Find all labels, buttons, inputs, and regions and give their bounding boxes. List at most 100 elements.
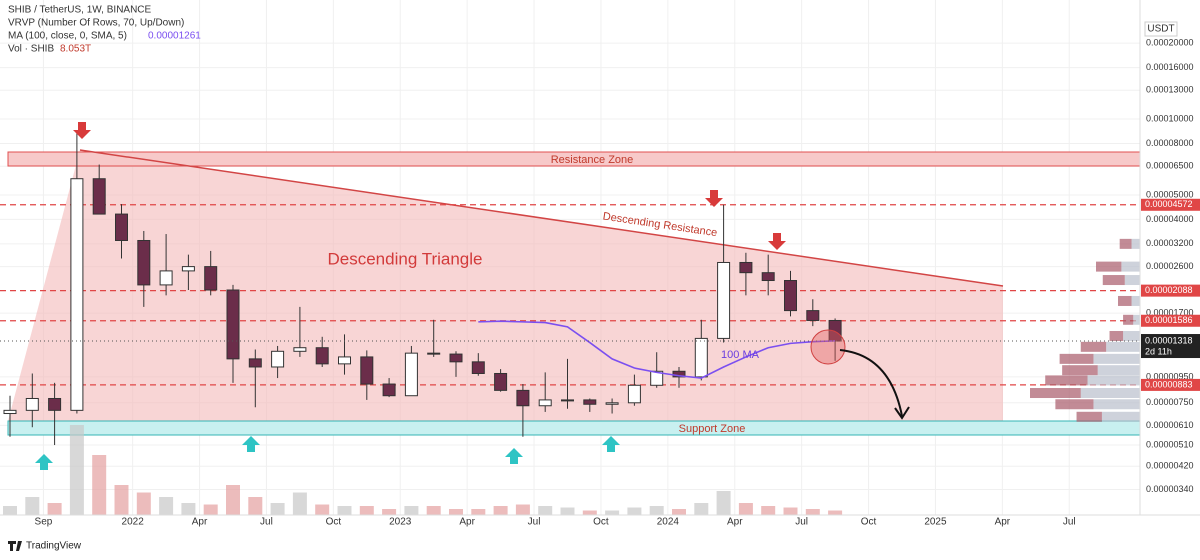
resistance-zone-label: Resistance Zone <box>551 154 634 166</box>
support-zone <box>7 420 1141 436</box>
volume-bar <box>292 492 307 515</box>
x-tick-label: Oct <box>326 517 342 528</box>
candle-body <box>248 358 262 368</box>
y-tick-label: 0.00003200 <box>1146 238 1194 248</box>
axis: 0.00020000 0.00016000 0.00013000 0.00010000… <box>35 37 1200 528</box>
support-zone-label: Support Zone <box>679 423 746 435</box>
volume-bar <box>25 497 40 515</box>
candle-body <box>627 384 641 404</box>
y-tick-label: 0.00000610 <box>1146 420 1194 430</box>
profile-down <box>1119 238 1132 249</box>
x-tick-label: Apr <box>192 517 208 528</box>
volume-bar <box>270 503 285 515</box>
ma-line <box>478 320 836 379</box>
candle-body <box>427 352 441 355</box>
profile-up <box>1123 330 1140 341</box>
candle-body <box>70 178 84 411</box>
currency-box <box>1144 21 1178 37</box>
level-tag <box>1141 198 1200 211</box>
profile-up <box>1131 295 1140 306</box>
ma-legend: MA (100, close, 0, SMA, 5) <box>8 31 127 42</box>
candle-body <box>25 397 39 411</box>
footer <box>0 535 1200 555</box>
x-tick-label: Jul <box>1063 517 1076 528</box>
profile-down <box>1076 411 1102 422</box>
candle-body <box>516 389 530 407</box>
volume-bar <box>783 507 798 515</box>
down-arrow <box>73 122 91 139</box>
volume-bar <box>69 425 84 515</box>
volume-bar <box>761 506 776 515</box>
profile-down <box>1030 388 1081 399</box>
volume-bar <box>181 503 196 515</box>
level-label: 0.00002088 <box>1145 285 1193 295</box>
candle-body <box>293 347 307 352</box>
x-tick-label: 2024 <box>657 517 680 528</box>
candle-body <box>271 350 285 368</box>
volume-bar <box>203 504 218 515</box>
brand-logo <box>8 541 22 551</box>
profile-down <box>1062 365 1098 376</box>
y-tick-label: 0.00006500 <box>1146 161 1194 171</box>
profile-up <box>1093 399 1140 410</box>
candle-body <box>784 280 797 312</box>
countdown: 2d 11h <box>1145 346 1172 356</box>
down-arrows <box>73 122 786 250</box>
volume-bar <box>738 503 753 515</box>
volume-bar <box>404 506 419 515</box>
plot <box>0 133 1140 515</box>
down-arrow <box>705 190 723 207</box>
highlight-circle <box>810 329 846 365</box>
up-arrow <box>505 448 523 464</box>
volume-bar <box>538 506 553 515</box>
volume-bar <box>828 510 843 515</box>
profile-down <box>1109 330 1124 341</box>
vol-legend: Vol · SHIB <box>8 44 54 55</box>
x-tick-label: 2022 <box>122 517 145 528</box>
volume-bar <box>114 485 129 515</box>
candle-body <box>494 372 508 391</box>
candle-body <box>761 272 775 282</box>
profile-up <box>1121 261 1140 272</box>
x-tick-label: Jul <box>795 517 808 528</box>
candle-body <box>538 399 552 407</box>
y-tick-label: 0.00000750 <box>1146 397 1194 407</box>
candle-body <box>137 239 151 286</box>
volume-bar <box>136 492 151 515</box>
x-tick-label: 2025 <box>924 517 947 528</box>
x-tick-label: Sep <box>35 517 53 528</box>
profile-down <box>1123 314 1134 325</box>
y-tick-label: 0.00000420 <box>1146 461 1194 471</box>
level-tag <box>1141 314 1200 327</box>
y-tick-label: 0.00001700 <box>1146 308 1194 318</box>
candle-body <box>605 402 619 405</box>
down-arrow <box>768 233 786 250</box>
up-arrow <box>242 436 260 452</box>
x-tick-label: Apr <box>459 517 475 528</box>
x-tick-label: Apr <box>727 517 743 528</box>
resistance-line <box>79 149 1004 287</box>
volume-bar <box>382 509 397 515</box>
y-tick-label: 0.00016000 <box>1146 62 1194 72</box>
y-tick-label: 0.00008000 <box>1146 138 1194 148</box>
profile-down <box>1080 341 1107 352</box>
volume-bar <box>805 509 820 515</box>
up-arrow <box>602 436 620 452</box>
volume-bar <box>649 506 664 515</box>
x-tick-label: Oct <box>593 517 609 528</box>
profile-up <box>1093 353 1140 364</box>
profile-down <box>1096 261 1122 272</box>
profile-down <box>1045 375 1088 386</box>
symbol: SHIB / TetherUS, 1W, BINANCE <box>8 5 152 16</box>
volume-bar <box>605 510 620 515</box>
volume-bar <box>426 506 441 515</box>
candle-body <box>204 266 218 291</box>
y-tick-label: 0.00010000 <box>1146 113 1194 123</box>
y-tick-label: 0.00004000 <box>1146 214 1194 224</box>
volume-bar <box>493 506 508 515</box>
brand: TradingView <box>26 541 82 552</box>
profile-up <box>1101 411 1140 422</box>
candle-body <box>717 261 731 339</box>
volume-bar <box>337 506 352 515</box>
